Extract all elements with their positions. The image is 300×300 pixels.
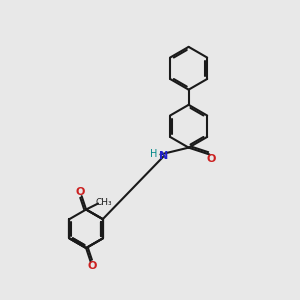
Text: O: O	[76, 187, 85, 197]
Text: H: H	[150, 149, 158, 160]
Text: O: O	[87, 261, 97, 271]
Text: N: N	[159, 151, 168, 161]
Text: O: O	[206, 154, 216, 164]
Text: CH₃: CH₃	[95, 198, 112, 207]
